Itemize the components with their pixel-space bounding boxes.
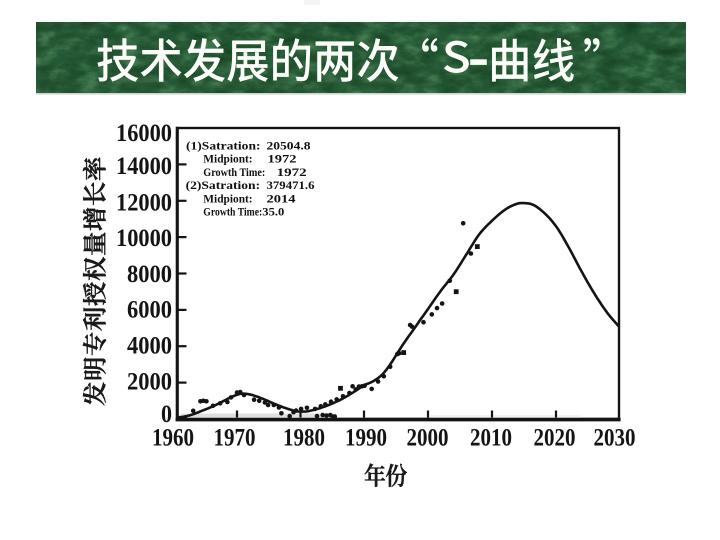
svg-text:1972: 1972 — [277, 167, 307, 179]
svg-text:2000: 2000 — [407, 423, 449, 452]
svg-text:1990: 1990 — [345, 423, 387, 452]
svg-text:20504.8: 20504.8 — [267, 140, 311, 152]
svg-text:1972: 1972 — [268, 154, 297, 166]
svg-text:8000: 8000 — [127, 261, 172, 288]
svg-text:2030: 2030 — [594, 423, 636, 452]
svg-text:Midpiont:: Midpiont: — [203, 193, 252, 205]
svg-text:Midpiont:: Midpiont: — [203, 154, 252, 166]
svg-text:1980: 1980 — [283, 423, 325, 452]
svg-text:2020: 2020 — [534, 423, 576, 452]
svg-text:6000: 6000 — [127, 297, 172, 324]
svg-text:2014: 2014 — [267, 193, 296, 205]
svg-text:4000: 4000 — [127, 332, 172, 359]
svg-text:(2)Satration:: (2)Satration: — [186, 180, 261, 192]
svg-text:Growth Time:: Growth Time: — [203, 167, 265, 179]
svg-text:2000: 2000 — [127, 369, 172, 396]
svg-text:14000: 14000 — [116, 153, 172, 180]
svg-text:12000: 12000 — [116, 189, 172, 216]
svg-text:(1)Satration:: (1)Satration: — [186, 140, 261, 152]
svg-text:2010: 2010 — [470, 423, 512, 452]
svg-text:379471.6: 379471.6 — [267, 180, 315, 192]
svg-text:35.0: 35.0 — [262, 207, 284, 219]
svg-text:0: 0 — [161, 401, 172, 428]
svg-text:10000: 10000 — [116, 225, 172, 252]
svg-text:Growth Time:: Growth Time: — [203, 207, 262, 219]
svg-text:1970: 1970 — [214, 423, 256, 452]
svg-text:1960: 1960 — [152, 423, 194, 452]
svg-text:16000: 16000 — [116, 120, 172, 147]
